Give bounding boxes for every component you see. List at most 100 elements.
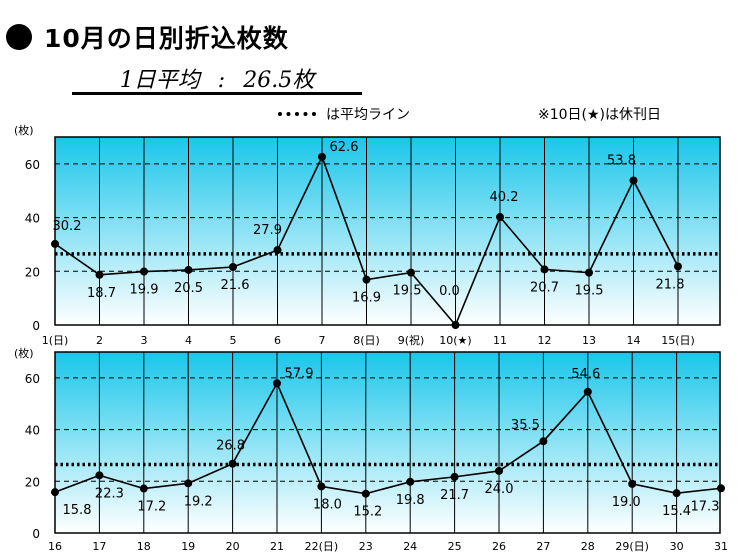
upper-data-point [184,265,193,274]
lower-category-label: 16 [48,540,62,553]
lower-category-label: 25 [448,540,462,553]
upper-ytick-label: 0 [32,319,40,333]
upper-category-label: 1(日) [42,334,69,347]
upper-data-point [229,262,237,271]
legend-label: は平均ライン [326,107,410,123]
lower-category-label: 31 [714,540,728,553]
lower-data-label: 19.0 [612,495,641,510]
upper-data-point [51,239,59,248]
upper-data-label: 19.9 [130,283,159,298]
lower-data-point [273,379,281,388]
upper-category-label: 11 [493,334,507,347]
upper-data-point [585,268,593,277]
lower-series-line [54,381,722,495]
upper-data-point [540,265,549,274]
upper-data-label: 20.5 [174,281,203,296]
lower-category-label: 29(日) [615,540,649,553]
upper-data-label: 62.6 [330,140,359,155]
lower-data-label: 35.5 [511,418,540,433]
lower-data-label: 21.7 [440,488,469,503]
upper-category-label: 2 [96,334,103,347]
lower-data-label: 17.3 [691,499,720,514]
upper-data-point [629,176,638,185]
lower-data-point [228,459,237,468]
upper-data-label: 21.6 [221,278,250,293]
upper-data-point [362,275,371,284]
upper-data-point [407,268,415,277]
upper-ytick-label: 20 [25,265,40,279]
lower-category-label: 24 [403,540,417,553]
lower-category-label: 27 [536,540,550,553]
lower-data-point [450,472,459,481]
lower-data-point [583,387,592,396]
upper-data-label: 21.8 [656,277,685,292]
upper-category-label: 8(日) [353,334,380,347]
lower-data-label: 24.0 [485,482,514,497]
lower-data-label: 17.2 [137,500,166,515]
upper-data-label: 30.2 [53,219,82,234]
lower-data-label: 57.9 [285,366,314,381]
upper-category-label: 5 [230,334,237,347]
lower-data-point [95,471,104,480]
lower-category-label: 17 [92,540,106,553]
lower-data-point [495,466,503,475]
lower-ytick-label: 60 [25,372,40,386]
upper-data-label: 40.2 [490,190,519,205]
lower-ytick-label: 20 [25,475,40,489]
lower-plot-area [54,351,721,534]
average-value: 26.5枚 [243,68,315,93]
bullet-icon [6,24,32,50]
holiday-note: ※10日(★)は休刊日 [538,107,662,123]
daily-average: 1日平均:26.5枚 [72,62,362,95]
upper-data-label: 27.9 [253,223,282,238]
lower-data-point [406,477,415,486]
lower-data-point [139,484,148,493]
lower-data-label: 26.8 [216,439,245,454]
lower-data-point [672,489,681,498]
upper-category-label: 12 [538,334,552,347]
average-label: 1日平均 [119,68,200,93]
upper-data-point [674,262,682,271]
upper-data-point [451,321,460,329]
lower-category-label: 26 [492,540,506,553]
lower-data-label: 15.8 [63,503,92,518]
upper-data-point [496,213,504,222]
lower-category-label: 23 [359,540,373,553]
upper-data-label: 19.5 [575,284,604,299]
upper-category-label: 6 [274,334,281,347]
upper-category-label: 10(★) [439,334,471,347]
upper-ylabel: (枚) [14,123,34,137]
average-separator: : [217,68,226,93]
lower-data-point [184,479,193,488]
lower-ytick-label: 0 [32,527,40,541]
lower-category-label: 18 [137,540,151,553]
lower-category-label: 28 [581,540,595,553]
lower-data-point [51,488,59,497]
upper-data-point [95,270,104,279]
lower-category-label: 21 [270,540,284,553]
lower-category-label: 22(日) [305,540,339,553]
legend-dotted-line [278,112,316,116]
lower-data-label: 18.0 [313,497,342,512]
lower-data-label: 22.3 [95,486,124,501]
lower-data-label: 19.8 [396,493,425,508]
lower-category-label: 20 [226,540,240,553]
upper-data-point [140,267,148,276]
lower-ylabel: (枚) [14,346,34,360]
lower-category-label: 30 [670,540,684,553]
lower-data-label: 19.2 [184,494,213,509]
title-text: 10月の日別折込枚数 [44,24,289,53]
lower-category-label: 19 [181,540,195,553]
legend: は平均ライン [278,104,410,124]
upper-data-label: 19.5 [393,284,422,299]
lower-data-label: 15.4 [662,504,691,519]
lower-data-point [628,479,637,488]
lower-data-label: 54.6 [571,367,600,382]
upper-data-point [318,152,326,161]
upper-data-label: 53.8 [607,154,636,169]
upper-category-label: 9(祝) [398,333,425,347]
upper-ytick-label: 40 [25,212,40,226]
upper-category-label: 7 [319,334,326,347]
upper-category-label: 4 [185,334,192,347]
